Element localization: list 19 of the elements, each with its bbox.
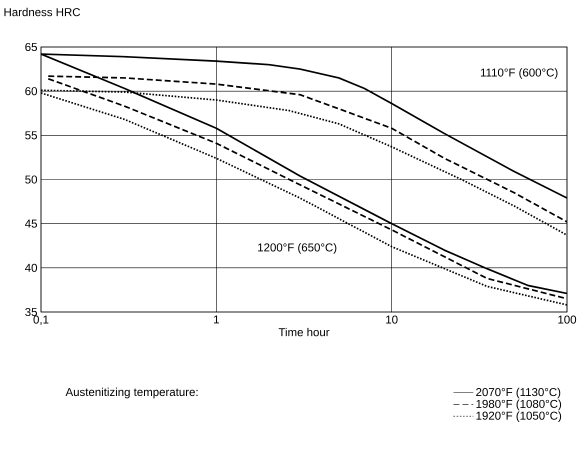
- y-tick-label: 50: [25, 175, 38, 184]
- y-tick-label: 45: [25, 220, 37, 228]
- y-tick-label: 60: [25, 87, 38, 96]
- annotation: 1200°F (650°C): [258, 243, 336, 254]
- x-axis-title: Time hour: [278, 328, 330, 336]
- y-tick-label: 55: [25, 131, 37, 140]
- y-tick-label: 40: [25, 264, 38, 272]
- annotation: 1110°F (600°C): [480, 68, 558, 79]
- y-tick-label: 65: [25, 42, 37, 52]
- y-axis-title: Hardness HRC: [4, 8, 80, 16]
- x-tick-label: 10: [386, 316, 398, 324]
- legend-label: 2070°F (1130°C): [476, 388, 560, 398]
- x-tick-label: 0,1: [33, 316, 48, 325]
- legend-label: 1920°F (1050°C): [476, 411, 562, 422]
- y-tick-label: 35: [25, 308, 37, 316]
- legend-title: Austenitizing temperature:: [66, 388, 198, 398]
- x-tick-label: 100: [558, 316, 576, 324]
- x-tick-label: 1: [214, 316, 219, 324]
- legend-label: 1980°F (1080°C): [476, 400, 562, 410]
